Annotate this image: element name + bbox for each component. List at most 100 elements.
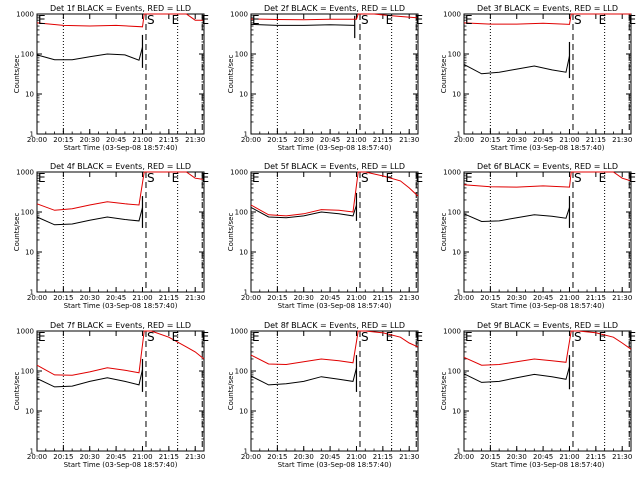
x-tick-label: 20:45 xyxy=(320,453,340,461)
y-tick-label: 1 xyxy=(30,448,34,456)
x-tick-label: 20:30 xyxy=(294,136,314,144)
y-tick-label: 1000 xyxy=(443,328,461,336)
y-tick-label: 1 xyxy=(457,131,461,139)
panel-det-8: Det 8f BLACK = Events, RED = LLD 1 10 100 10… xyxy=(227,321,423,469)
y-tick-label: 1 xyxy=(457,289,461,297)
event-marker-e: E xyxy=(252,330,260,344)
series-lld xyxy=(36,13,204,28)
x-tick-label: 20:45 xyxy=(106,294,126,302)
event-marker-e: E xyxy=(201,171,209,185)
y-tick-label: 10 xyxy=(452,249,461,257)
event-marker-e: E xyxy=(465,13,473,27)
x-tick-label: 20:00 xyxy=(241,294,261,302)
x-tick-label: 21:15 xyxy=(586,136,606,144)
x-tick-label: 20:00 xyxy=(241,453,261,461)
panel-det-4: Det 4f BLACK = Events, RED = LLD 1 10 100 10… xyxy=(13,162,209,310)
y-tick-label: 100 xyxy=(235,209,248,217)
x-tick-label: 20:30 xyxy=(80,136,100,144)
x-tick-label: 21:00 xyxy=(132,294,152,302)
x-tick-label: 20:45 xyxy=(106,453,126,461)
x-tick-label: 21:00 xyxy=(132,136,152,144)
x-tick-label: 21:00 xyxy=(346,294,366,302)
y-tick-label: 100 xyxy=(448,51,461,59)
y-tick-label: 1000 xyxy=(443,169,461,177)
y-tick-label: 100 xyxy=(448,209,461,217)
x-tick-label: 21:15 xyxy=(373,294,393,302)
y-tick-label: 10 xyxy=(25,91,34,99)
event-marker-e: E xyxy=(628,13,636,27)
x-tick-label: 20:00 xyxy=(27,294,47,302)
y-tick-label: 1000 xyxy=(230,11,248,19)
event-marker-e: E xyxy=(386,171,394,185)
panel-title: Det 7f BLACK = Events, RED = LLD xyxy=(50,321,191,330)
x-tick-label: 20:45 xyxy=(320,136,340,144)
event-marker-e: E xyxy=(252,13,260,27)
series-lld xyxy=(250,330,419,366)
y-tick-label: 10 xyxy=(25,249,34,257)
event-marker-s: S xyxy=(574,13,582,27)
series-events xyxy=(250,204,357,219)
y-tick-label: 1000 xyxy=(16,11,34,19)
x-tick-label: 21:00 xyxy=(559,453,579,461)
series-events xyxy=(463,55,570,75)
event-marker-s: S xyxy=(147,13,155,27)
panel-title: Det 1f BLACK = Events, RED = LLD xyxy=(50,4,191,13)
x-tick-label: 20:30 xyxy=(294,453,314,461)
x-tick-label: 20:15 xyxy=(53,453,73,461)
x-tick-label: 20:15 xyxy=(267,453,287,461)
x-tick-label: 21:30 xyxy=(399,294,419,302)
event-marker-e: E xyxy=(38,171,46,185)
x-tick-label: 21:30 xyxy=(612,453,632,461)
y-tick-label: 1 xyxy=(30,289,34,297)
x-axis-label: Start Time (03-Sep-08 18:57:40) xyxy=(64,302,178,310)
x-tick-label: 20:45 xyxy=(533,136,553,144)
event-marker-e: E xyxy=(599,13,607,27)
plot-frame xyxy=(36,330,205,452)
x-tick-label: 20:30 xyxy=(80,294,100,302)
panel-det-9: Det 9f BLACK = Events, RED = LLD 1 10 100 10… xyxy=(440,321,636,469)
y-tick-label: 1 xyxy=(244,289,248,297)
event-marker-s: S xyxy=(574,330,582,344)
panel-title: Det 2f BLACK = Events, RED = LLD xyxy=(264,4,405,13)
series-lld xyxy=(463,330,632,366)
y-tick-label: 100 xyxy=(21,368,34,376)
x-tick-label: 20:30 xyxy=(507,136,527,144)
panel-det-5: Det 5f BLACK = Events, RED = LLD 1 10 100 10… xyxy=(227,162,423,310)
y-tick-label: 10 xyxy=(239,91,248,99)
event-marker-e: E xyxy=(599,171,607,185)
y-tick-label: 1 xyxy=(244,448,248,456)
x-tick-label: 21:15 xyxy=(159,294,179,302)
x-tick-label: 21:30 xyxy=(185,136,205,144)
event-marker-e: E xyxy=(628,330,636,344)
x-tick-label: 20:30 xyxy=(294,294,314,302)
event-marker-e: E xyxy=(415,171,423,185)
event-marker-e: E xyxy=(628,171,636,185)
x-axis-label: Start Time (03-Sep-08 18:57:40) xyxy=(278,302,392,310)
x-tick-label: 20:00 xyxy=(241,136,261,144)
y-axis-label: Counts/sec xyxy=(440,372,448,411)
series-lld xyxy=(463,171,632,188)
series-lld xyxy=(250,13,419,21)
y-tick-label: 1000 xyxy=(230,328,248,336)
x-tick-label: 21:15 xyxy=(159,136,179,144)
y-axis-label: Counts/sec xyxy=(227,372,235,411)
y-tick-label: 100 xyxy=(448,368,461,376)
x-tick-label: 21:30 xyxy=(612,136,632,144)
y-tick-label: 100 xyxy=(21,209,34,217)
x-axis-label: Start Time (03-Sep-08 18:57:40) xyxy=(491,144,605,152)
x-tick-label: 20:15 xyxy=(480,294,500,302)
panel-title: Det 6f BLACK = Events, RED = LLD xyxy=(477,162,618,171)
plot-frame xyxy=(463,171,632,293)
series-lld xyxy=(250,171,419,217)
x-tick-label: 20:45 xyxy=(106,136,126,144)
y-tick-label: 1000 xyxy=(16,328,34,336)
y-tick-label: 10 xyxy=(25,408,34,416)
x-tick-label: 21:00 xyxy=(559,294,579,302)
y-tick-label: 10 xyxy=(239,408,248,416)
panel-det-3: Det 3f BLACK = Events, RED = LLD 1 10 100 10… xyxy=(440,4,636,152)
plot-frame xyxy=(36,13,205,135)
x-tick-label: 21:30 xyxy=(399,453,419,461)
x-axis-label: Start Time (03-Sep-08 18:57:40) xyxy=(491,302,605,310)
